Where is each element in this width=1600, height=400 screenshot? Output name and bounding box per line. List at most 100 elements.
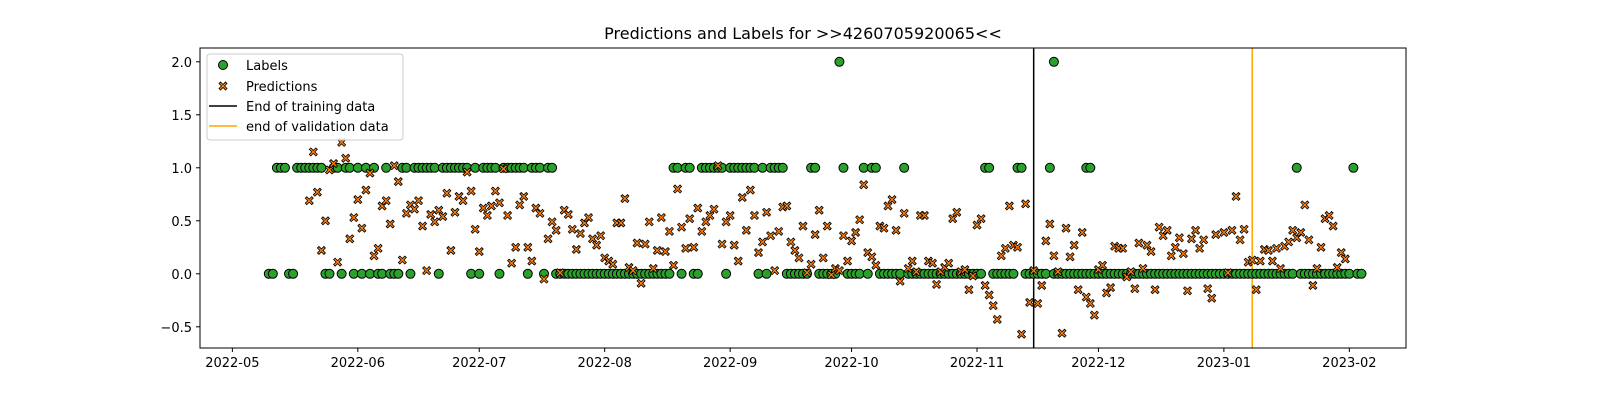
prediction-point <box>968 271 978 281</box>
prediction-point <box>725 210 735 221</box>
prediction-point <box>539 274 549 284</box>
prediction-point <box>1073 285 1083 295</box>
prediction-point <box>891 225 901 235</box>
prediction-point <box>1150 285 1160 295</box>
prediction-point <box>401 208 411 218</box>
prediction-point <box>871 260 881 270</box>
prediction-point <box>543 234 553 244</box>
prediction-point <box>1065 252 1075 262</box>
prediction-point <box>697 226 707 236</box>
prediction-point <box>413 196 424 206</box>
prediction-point <box>628 266 638 276</box>
prediction-point <box>648 263 658 274</box>
prediction-point <box>418 221 428 231</box>
prediction-point <box>834 266 844 276</box>
prediction-point <box>1154 222 1164 232</box>
prediction-point <box>757 237 768 247</box>
prediction-point <box>312 187 322 197</box>
prediction-point <box>304 196 314 206</box>
prediction-point <box>1142 240 1152 250</box>
prediction-point <box>1097 260 1108 270</box>
prediction-point <box>1219 227 1229 238</box>
label-point <box>547 162 558 173</box>
prediction-point <box>462 167 472 177</box>
prediction-point <box>899 208 909 218</box>
prediction-point <box>842 256 853 266</box>
label-point <box>838 162 849 173</box>
prediction-point <box>689 242 699 252</box>
prediction-point <box>944 258 954 268</box>
prediction-point <box>802 268 812 278</box>
x-tick-label: 2022-08 <box>578 356 632 371</box>
prediction-point <box>474 246 484 257</box>
prediction-point <box>592 240 602 250</box>
prediction-point <box>677 222 687 232</box>
prediction-point <box>320 216 331 226</box>
prediction-point <box>960 264 970 275</box>
label-point <box>1048 56 1059 67</box>
prediction-point <box>1033 298 1043 309</box>
chart-title: Predictions and Labels for >>42607059200… <box>604 24 1002 43</box>
prediction-point <box>887 195 897 205</box>
prediction-point <box>365 168 375 178</box>
prediction-point <box>753 248 764 258</box>
prediction-point <box>430 217 440 227</box>
label-point <box>899 162 910 173</box>
prediction-point <box>555 268 565 278</box>
prediction-point <box>316 245 326 256</box>
prediction-point <box>790 245 800 256</box>
prediction-point <box>1061 223 1071 233</box>
prediction-point <box>1328 221 1338 231</box>
prediction-point <box>426 209 436 219</box>
legend-box <box>206 53 404 141</box>
label-point <box>1016 162 1027 173</box>
prediction-point <box>741 225 751 235</box>
prediction-point <box>1288 225 1298 235</box>
y-tick-label: 0.5 <box>171 215 192 230</box>
prediction-point <box>458 196 468 206</box>
prediction-point <box>1130 284 1140 294</box>
prediction-point <box>1251 285 1261 295</box>
prediction-point <box>341 153 351 163</box>
prediction-point <box>1106 283 1116 293</box>
predictions-series <box>304 137 1350 339</box>
prediction-point <box>814 205 824 215</box>
label-point <box>474 268 485 279</box>
prediction-point <box>745 185 755 195</box>
label-point <box>984 162 995 173</box>
prediction-point <box>478 203 488 213</box>
prediction-point <box>867 252 877 262</box>
prediction-point <box>1162 225 1172 235</box>
prediction-point <box>729 240 739 250</box>
prediction-point <box>988 301 998 311</box>
prediction-point <box>770 266 780 276</box>
prediction-point <box>503 210 513 221</box>
prediction-point <box>527 256 537 266</box>
label-point <box>761 268 772 279</box>
prediction-point <box>1025 297 1035 307</box>
prediction-point <box>972 220 982 230</box>
x-tick-label: 2022-06 <box>331 356 385 371</box>
prediction-point <box>713 161 723 171</box>
prediction-point <box>324 165 335 175</box>
x-tick-label: 2023-01 <box>1197 356 1251 371</box>
prediction-point <box>1316 242 1326 252</box>
prediction-point <box>1041 236 1051 246</box>
label-point <box>288 268 299 279</box>
prediction-point <box>1255 256 1265 266</box>
legend: Labels Predictions End of training data … <box>206 53 404 141</box>
prediction-point <box>523 242 533 252</box>
prediction-point <box>1304 235 1314 245</box>
label-point <box>862 268 873 279</box>
label-point <box>405 268 416 279</box>
prediction-point <box>709 204 719 214</box>
prediction-point <box>1271 243 1282 253</box>
prediction-point <box>393 177 403 187</box>
prediction-point <box>1118 243 1128 253</box>
prediction-point <box>1134 238 1144 248</box>
prediction-point <box>1312 263 1322 274</box>
label-point <box>664 268 675 279</box>
prediction-point <box>693 203 703 213</box>
prediction-point <box>482 210 492 221</box>
